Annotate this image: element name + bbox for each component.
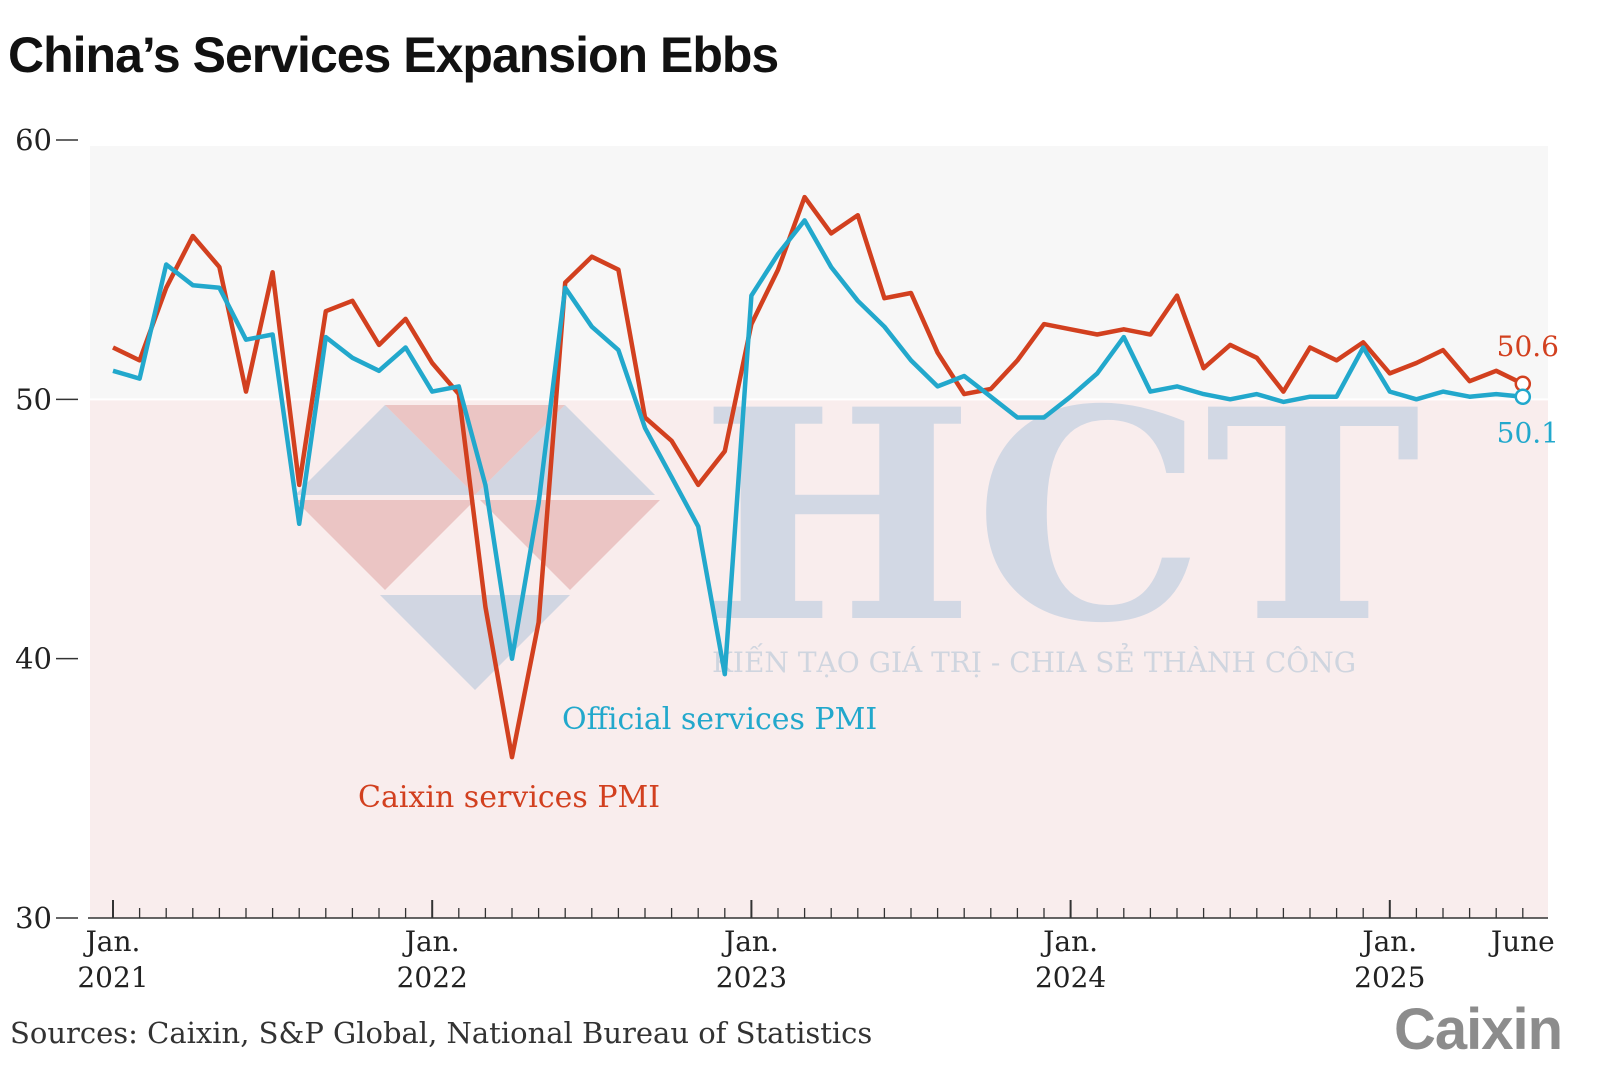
x-tick-label: 2023 [716, 961, 787, 994]
caixin-pmi-line [112, 194, 1524, 760]
official-end-marker [1514, 388, 1532, 405]
watermark-shape [480, 500, 660, 590]
x-tick-label: June [1488, 925, 1555, 958]
chart-title: China’s Services Expansion Ebbs [8, 27, 779, 83]
x-tick-label: Jan. [1359, 925, 1417, 958]
x-tick-label: 2021 [77, 961, 148, 994]
watermark-shape [295, 500, 475, 590]
y-tick-label: 50 [15, 382, 52, 416]
watermark-shape [295, 405, 475, 495]
x-tick-label: 2024 [1035, 961, 1106, 994]
x-tick-label: Jan. [1040, 925, 1098, 958]
x-tick-label: 2022 [397, 961, 468, 994]
caixin-series-label: Caixin services PMI [358, 780, 660, 815]
x-tick-label: 2025 [1354, 961, 1425, 994]
y-tick-label: 30 [15, 901, 52, 935]
x-tick-label: Jan. [721, 925, 779, 958]
official-series-label: Official services PMI [562, 702, 877, 737]
y-tick-label: 40 [15, 642, 52, 676]
source-note: Sources: Caixin, S&P Global, National Bu… [10, 1016, 873, 1050]
x-tick-label: Jan. [402, 925, 460, 958]
caixin-logo: Caixin [1393, 997, 1563, 1062]
x-axis-ticks [112, 900, 1524, 918]
x-tick-label: Jan. [83, 925, 141, 958]
caixin-end-value-label: 50.6 [1497, 330, 1559, 363]
x-axis-labels: Jan.2021Jan.2022Jan.2023Jan.2024Jan.2025… [77, 925, 1554, 994]
y-tick-label: 60 [15, 123, 52, 157]
y-axis: 30 40 50 60 [15, 123, 78, 935]
watermark-tagline: KIẾN TẠO GIÁ TRỊ - CHIA SẺ THÀNH CÔNG [712, 643, 1356, 679]
watermark-shape [380, 595, 570, 690]
watermark-shape [475, 405, 655, 495]
official-end-value-label: 50.1 [1497, 417, 1559, 450]
official-pmi-line [112, 218, 1524, 677]
